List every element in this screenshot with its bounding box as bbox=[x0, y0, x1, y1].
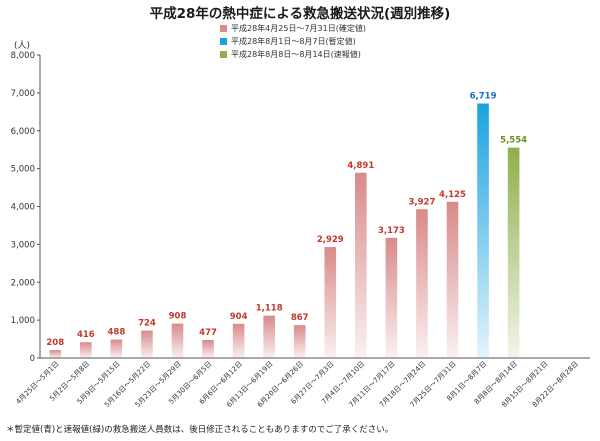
bar-value-label: 416 bbox=[77, 330, 95, 340]
y-tick-label: 6,000 bbox=[11, 127, 35, 137]
bar-value-label: 4,125 bbox=[439, 190, 466, 200]
legend-swatch-preliminary bbox=[220, 51, 227, 58]
bar-value-label: 5,554 bbox=[500, 136, 527, 146]
bar bbox=[141, 330, 153, 358]
legend-item-provisional: 平成28年8月1日～8月7日(暫定値) bbox=[220, 35, 366, 48]
y-tick-label: 0 bbox=[30, 354, 35, 364]
bar bbox=[263, 315, 275, 358]
legend-item-confirmed: 平成28年4月25日～7月31日(確定値) bbox=[220, 22, 366, 35]
legend-item-preliminary: 平成28年8月8日～8月14日(速報値) bbox=[220, 48, 366, 61]
bar-value-label: 208 bbox=[46, 338, 64, 348]
y-tick-label: 7,000 bbox=[11, 89, 35, 99]
bar-value-label: 904 bbox=[230, 312, 248, 322]
legend-label-provisional: 平成28年8月1日～8月7日(暫定値) bbox=[231, 37, 356, 46]
legend: 平成28年4月25日～7月31日(確定値) 平成28年8月1日～8月7日(暫定値… bbox=[220, 22, 366, 61]
bar bbox=[324, 247, 337, 358]
bar bbox=[202, 339, 214, 358]
y-tick-label: 1,000 bbox=[11, 316, 35, 326]
bar bbox=[416, 209, 428, 358]
bar-value-label: 867 bbox=[291, 313, 309, 323]
bar-value-label: 3,173 bbox=[378, 226, 405, 236]
bar-value-label: 908 bbox=[169, 312, 187, 322]
legend-label-confirmed: 平成28年4月25日～7月31日(確定値) bbox=[231, 24, 366, 33]
legend-swatch-confirmed bbox=[220, 25, 227, 32]
bar bbox=[293, 325, 306, 358]
bar-value-label: 6,719 bbox=[470, 92, 497, 102]
bar bbox=[171, 323, 184, 358]
bar bbox=[385, 237, 398, 358]
y-tick-label: 8,000 bbox=[11, 51, 35, 61]
bar bbox=[446, 201, 459, 358]
y-tick-label: 4,000 bbox=[11, 203, 35, 213]
y-axis-unit-label: (人) bbox=[14, 41, 31, 51]
bar bbox=[49, 350, 62, 358]
bar-value-label: 4,891 bbox=[347, 161, 374, 171]
bar-value-label: 477 bbox=[199, 328, 217, 338]
chart-title: 平成28年の熱中症による救急搬送状況(週別推移) bbox=[149, 6, 451, 22]
bar bbox=[507, 147, 520, 358]
bar-value-label: 3,927 bbox=[408, 197, 435, 207]
bar bbox=[477, 103, 489, 358]
bar bbox=[355, 172, 367, 358]
bar bbox=[110, 339, 123, 358]
y-tick-label: 2,000 bbox=[11, 278, 35, 288]
footnote: ＊暫定値(青)と速報値(緑)の救急搬送人員数は、後日修正されることもありますので… bbox=[6, 425, 394, 435]
bar-value-label: 724 bbox=[138, 319, 156, 329]
y-tick-label: 3,000 bbox=[11, 240, 35, 250]
y-tick-label: 5,000 bbox=[11, 165, 35, 175]
bar-value-label: 488 bbox=[108, 328, 126, 338]
legend-label-preliminary: 平成28年8月8日～8月14日(速報値) bbox=[231, 50, 361, 59]
bar bbox=[232, 323, 245, 358]
legend-swatch-provisional bbox=[220, 38, 227, 45]
bar bbox=[80, 342, 92, 358]
bar-value-label: 1,118 bbox=[256, 304, 283, 314]
bar-value-label: 2,929 bbox=[317, 235, 344, 245]
